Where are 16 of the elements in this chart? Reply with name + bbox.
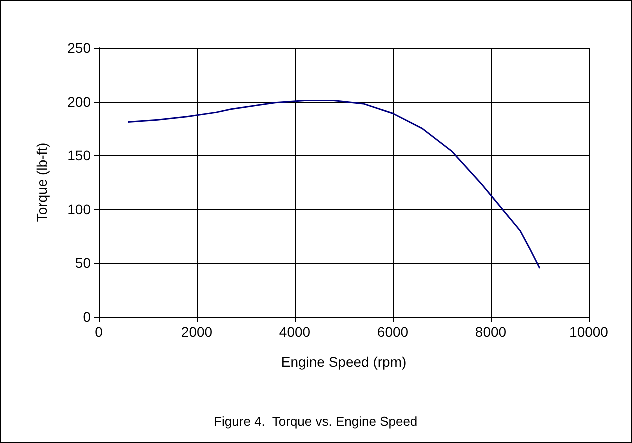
x-tick-label: 4000: [279, 324, 311, 340]
x-tick-label: 0: [95, 324, 104, 340]
y-axis-title: Torque (lb-ft): [34, 142, 50, 222]
x-tick-label: 2000: [181, 324, 213, 340]
y-tick-label: 50: [75, 255, 92, 272]
y-tick-label: 250: [68, 40, 92, 56]
caption: Figure 4. Torque vs. Engine Speed: [214, 414, 418, 429]
y-tick-label: 200: [68, 94, 92, 110]
x-tick-label: 6000: [377, 324, 409, 340]
y-tick-label: 150: [68, 148, 92, 164]
x-axis-title: Engine Speed (rpm): [281, 354, 407, 370]
y-tick-label: 100: [68, 201, 92, 218]
x-tick-label: 10000: [570, 324, 609, 340]
line-series: [128, 100, 541, 270]
x-tick-label: 8000: [475, 324, 507, 340]
y-tick-label: 0: [83, 309, 92, 325]
